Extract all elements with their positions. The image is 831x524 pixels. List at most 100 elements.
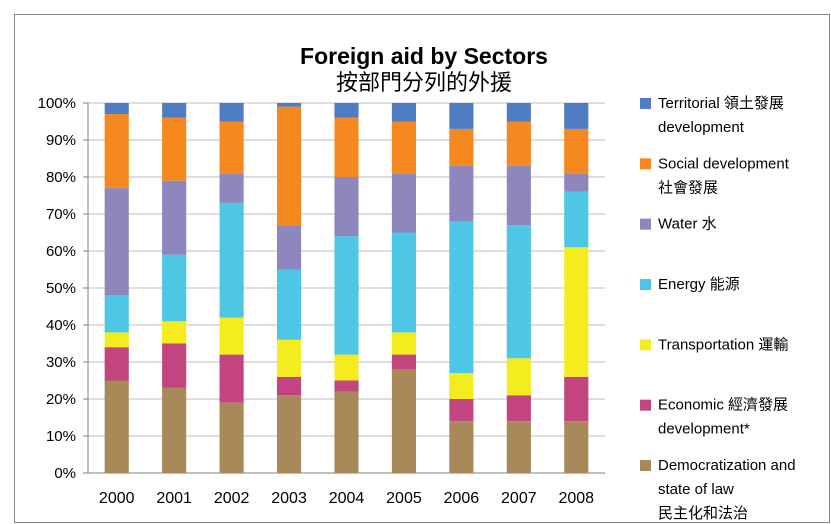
y-tick-label: 20% <box>46 391 76 408</box>
bar-segment <box>334 117 359 177</box>
bar-segment <box>219 202 244 318</box>
bar-segment <box>391 369 417 473</box>
bar-segment <box>104 103 129 115</box>
bar-segment <box>104 295 129 333</box>
bar-segment <box>334 391 359 473</box>
y-tick-label: 30% <box>46 354 76 371</box>
bar-segment <box>219 317 244 355</box>
bar-segment <box>219 121 244 174</box>
bar-segment <box>564 247 589 377</box>
bar-segment <box>334 380 359 392</box>
legend-swatch <box>640 279 651 290</box>
bar-segment <box>449 421 474 473</box>
bar-segment <box>391 103 417 122</box>
bar-segment <box>391 354 417 370</box>
x-tick-label: 2008 <box>558 490 594 507</box>
bar-segment <box>449 128 474 166</box>
bar-segment <box>162 387 187 473</box>
legend-swatch <box>640 399 651 411</box>
bar-segment <box>564 103 589 129</box>
bar-segment <box>104 114 129 189</box>
bar-segment <box>564 191 589 248</box>
bar-segment <box>391 121 417 174</box>
bar-segment <box>162 180 187 255</box>
bar-segment <box>104 332 129 348</box>
bar-segment <box>334 103 359 118</box>
x-tick-label: 2001 <box>156 490 192 507</box>
y-tick-label: 70% <box>46 206 76 223</box>
x-tick-label: 2007 <box>501 490 537 507</box>
legend-label: Territorial 領土發展 development <box>658 95 784 136</box>
x-tick-label: 2002 <box>214 490 250 507</box>
bar-segment <box>276 339 302 377</box>
bar-segment <box>276 395 302 473</box>
y-tick-label: 80% <box>46 169 76 186</box>
y-tick-label: 90% <box>46 132 76 149</box>
y-tick-label: 100% <box>38 95 76 112</box>
bar-segment <box>276 269 302 340</box>
bar-segment <box>564 128 589 174</box>
bar-segment <box>162 343 187 388</box>
bar-segment <box>449 221 474 374</box>
bar-segment <box>104 347 129 381</box>
legend-swatch <box>640 158 651 170</box>
legend-label: Democratization and state of law 民主化和法治 <box>658 457 796 522</box>
bar-segment <box>104 188 129 296</box>
bar-segment <box>506 358 531 396</box>
x-tick-label: 2004 <box>329 490 365 507</box>
bar-segment <box>334 354 359 381</box>
y-tick-label: 0% <box>54 465 76 482</box>
legend-label: Economic 經濟發展 development* <box>658 397 788 438</box>
bar-segment <box>162 254 187 322</box>
bar-segment <box>162 103 187 118</box>
bar-segment <box>334 236 359 355</box>
bar-segment <box>506 165 531 226</box>
bar-segment <box>276 106 302 226</box>
bar-segment <box>391 332 417 355</box>
bar-segment <box>162 321 187 344</box>
bar-segment <box>449 165 474 222</box>
bar-segment <box>276 376 302 396</box>
bar-segment <box>449 399 474 422</box>
bar-segment <box>506 103 531 122</box>
bar-segment <box>104 380 129 473</box>
bar-segment <box>162 117 187 181</box>
bar-segment <box>449 103 474 129</box>
legend-swatch <box>640 339 651 351</box>
bar-segment <box>276 225 302 270</box>
x-tick-label: 2000 <box>99 490 135 507</box>
bar-segment <box>564 376 589 422</box>
bar-segment <box>219 402 244 473</box>
bar-segment <box>334 177 359 237</box>
y-tick-label: 10% <box>46 428 76 445</box>
chart-title: Foreign aid by Sectors <box>300 43 548 69</box>
legend-swatch <box>640 460 651 471</box>
legend-label: Energy 能源 <box>658 276 740 293</box>
legend-label: Water 水 <box>658 216 717 233</box>
bar-segment <box>449 373 474 399</box>
x-tick-label: 2006 <box>444 490 480 507</box>
bar-segment <box>564 173 589 192</box>
y-tick-label: 40% <box>46 317 76 334</box>
bar-segment <box>506 421 531 473</box>
bar-segment <box>219 103 244 122</box>
legend-label: Social development 社會發展 <box>658 155 790 196</box>
bar-segment <box>276 103 302 107</box>
bar-segment <box>506 225 531 359</box>
bar-segment <box>391 232 417 333</box>
y-tick-label: 60% <box>46 243 76 260</box>
bar-segment <box>219 354 244 403</box>
legend-swatch <box>640 218 651 230</box>
y-tick-label: 50% <box>46 280 76 297</box>
legend-swatch <box>640 98 651 109</box>
x-tick-label: 2003 <box>271 490 307 507</box>
bar-segment <box>564 421 589 473</box>
bar-segment <box>219 173 244 203</box>
chart-subtitle: 按部門分列的外援 <box>336 70 512 95</box>
bar-segment <box>506 395 531 422</box>
chart-border <box>14 14 830 523</box>
bar-segment <box>391 173 417 233</box>
bar-segment <box>506 121 531 166</box>
x-tick-label: 2005 <box>386 490 422 507</box>
